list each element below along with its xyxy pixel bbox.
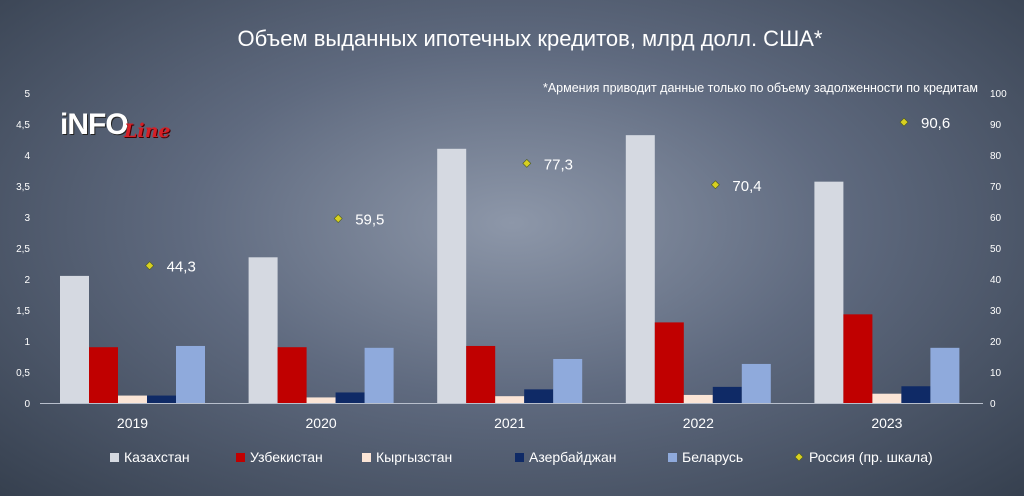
bar-беларусь <box>364 347 394 403</box>
russia-data-label: 59,5 <box>355 212 384 229</box>
bar-узбекистан <box>466 345 496 403</box>
y-tick-label: 4 <box>24 151 30 162</box>
x-tick-label: 2022 <box>683 415 714 431</box>
bar-казахстан <box>248 257 278 403</box>
russia-data-label: 90,6 <box>921 115 950 132</box>
bar-азербайджан <box>147 395 176 403</box>
legend-label: Азербайджан <box>529 449 617 465</box>
legend-swatch <box>362 453 371 462</box>
y-tick-label: 0,5 <box>16 368 30 379</box>
bar-беларусь <box>176 345 205 403</box>
y2-tick-label: 60 <box>990 213 1002 224</box>
bar-узбекистан <box>654 322 684 403</box>
russia-data-label: 44,3 <box>167 259 196 276</box>
bar-узбекистан <box>843 314 873 403</box>
legend-swatch <box>515 453 524 462</box>
bar-беларусь <box>741 363 771 403</box>
russia-marker <box>522 158 532 168</box>
y-tick-label: 2,5 <box>16 244 30 255</box>
y-tick-label: 3 <box>24 213 30 224</box>
russia-marker <box>710 180 720 190</box>
y2-tick-label: 70 <box>990 182 1002 193</box>
bar-беларусь <box>930 347 960 403</box>
bar-азербайджан <box>901 386 931 403</box>
y-tick-label: 1,5 <box>16 306 30 317</box>
legend-swatch <box>668 453 677 462</box>
bar-азербайджан <box>712 386 742 403</box>
russia-data-label: 77,3 <box>544 156 573 173</box>
y2-tick-label: 100 <box>990 89 1007 100</box>
bar-кыргызстан <box>495 396 525 403</box>
russia-marker <box>899 117 909 127</box>
y2-tick-label: 40 <box>990 275 1002 286</box>
bar-казахстан <box>60 275 89 403</box>
logo-script-text: Line <box>124 120 171 142</box>
bar-азербайджан <box>335 392 365 403</box>
y2-tick-label: 0 <box>990 399 996 410</box>
y-tick-label: 2 <box>24 275 30 286</box>
legend-swatch <box>110 453 119 462</box>
x-tick-label: 2023 <box>871 415 902 431</box>
legend-label: Беларусь <box>682 449 743 465</box>
x-tick-label: 2019 <box>117 415 148 431</box>
legend-label: Кыргызстан <box>376 449 452 465</box>
bar-казахстан <box>625 135 655 403</box>
y2-tick-label: 50 <box>990 244 1002 255</box>
x-tick-label: 2021 <box>494 415 525 431</box>
y-tick-label: 5 <box>24 89 30 100</box>
chart-note: *Армения приводит данные только по объем… <box>543 81 978 95</box>
y-tick-label: 1 <box>24 337 30 348</box>
y2-tick-label: 30 <box>990 306 1002 317</box>
y-tick-label: 0 <box>24 399 30 410</box>
bar-кыргызстан <box>683 394 713 403</box>
bar-узбекистан <box>89 347 118 403</box>
bar-кыргызстан <box>872 393 902 403</box>
logo-main-text: iNFO <box>60 108 129 141</box>
legend-label: Казахстан <box>124 449 190 465</box>
y-tick-label: 3,5 <box>16 182 30 193</box>
bar-азербайджан <box>524 389 554 403</box>
legend-label: Россия (пр. шкала) <box>809 449 933 465</box>
bar-казахстан <box>814 181 844 403</box>
legend-swatch <box>794 452 804 462</box>
russia-data-label: 70,4 <box>732 178 761 195</box>
bar-казахстан <box>437 148 467 403</box>
russia-marker <box>333 214 343 223</box>
bar-беларусь <box>553 358 583 403</box>
y2-tick-label: 80 <box>990 151 1002 162</box>
legend-swatch <box>236 453 245 462</box>
y-tick-label: 4,5 <box>16 120 30 131</box>
chart-title: Объем выданных ипотечных кредитов, млрд … <box>238 26 823 51</box>
infoline-logo: iNFO Line <box>60 108 200 148</box>
bar-узбекистан <box>277 347 307 403</box>
y2-tick-label: 10 <box>990 368 1002 379</box>
bar-кыргызстан <box>306 397 336 403</box>
y2-tick-label: 90 <box>990 120 1002 131</box>
x-tick-label: 2020 <box>306 415 337 431</box>
y2-tick-label: 20 <box>990 337 1002 348</box>
russia-marker <box>145 261 155 271</box>
legend-label: Узбекистан <box>250 449 323 465</box>
bar-кыргызстан <box>118 395 147 403</box>
